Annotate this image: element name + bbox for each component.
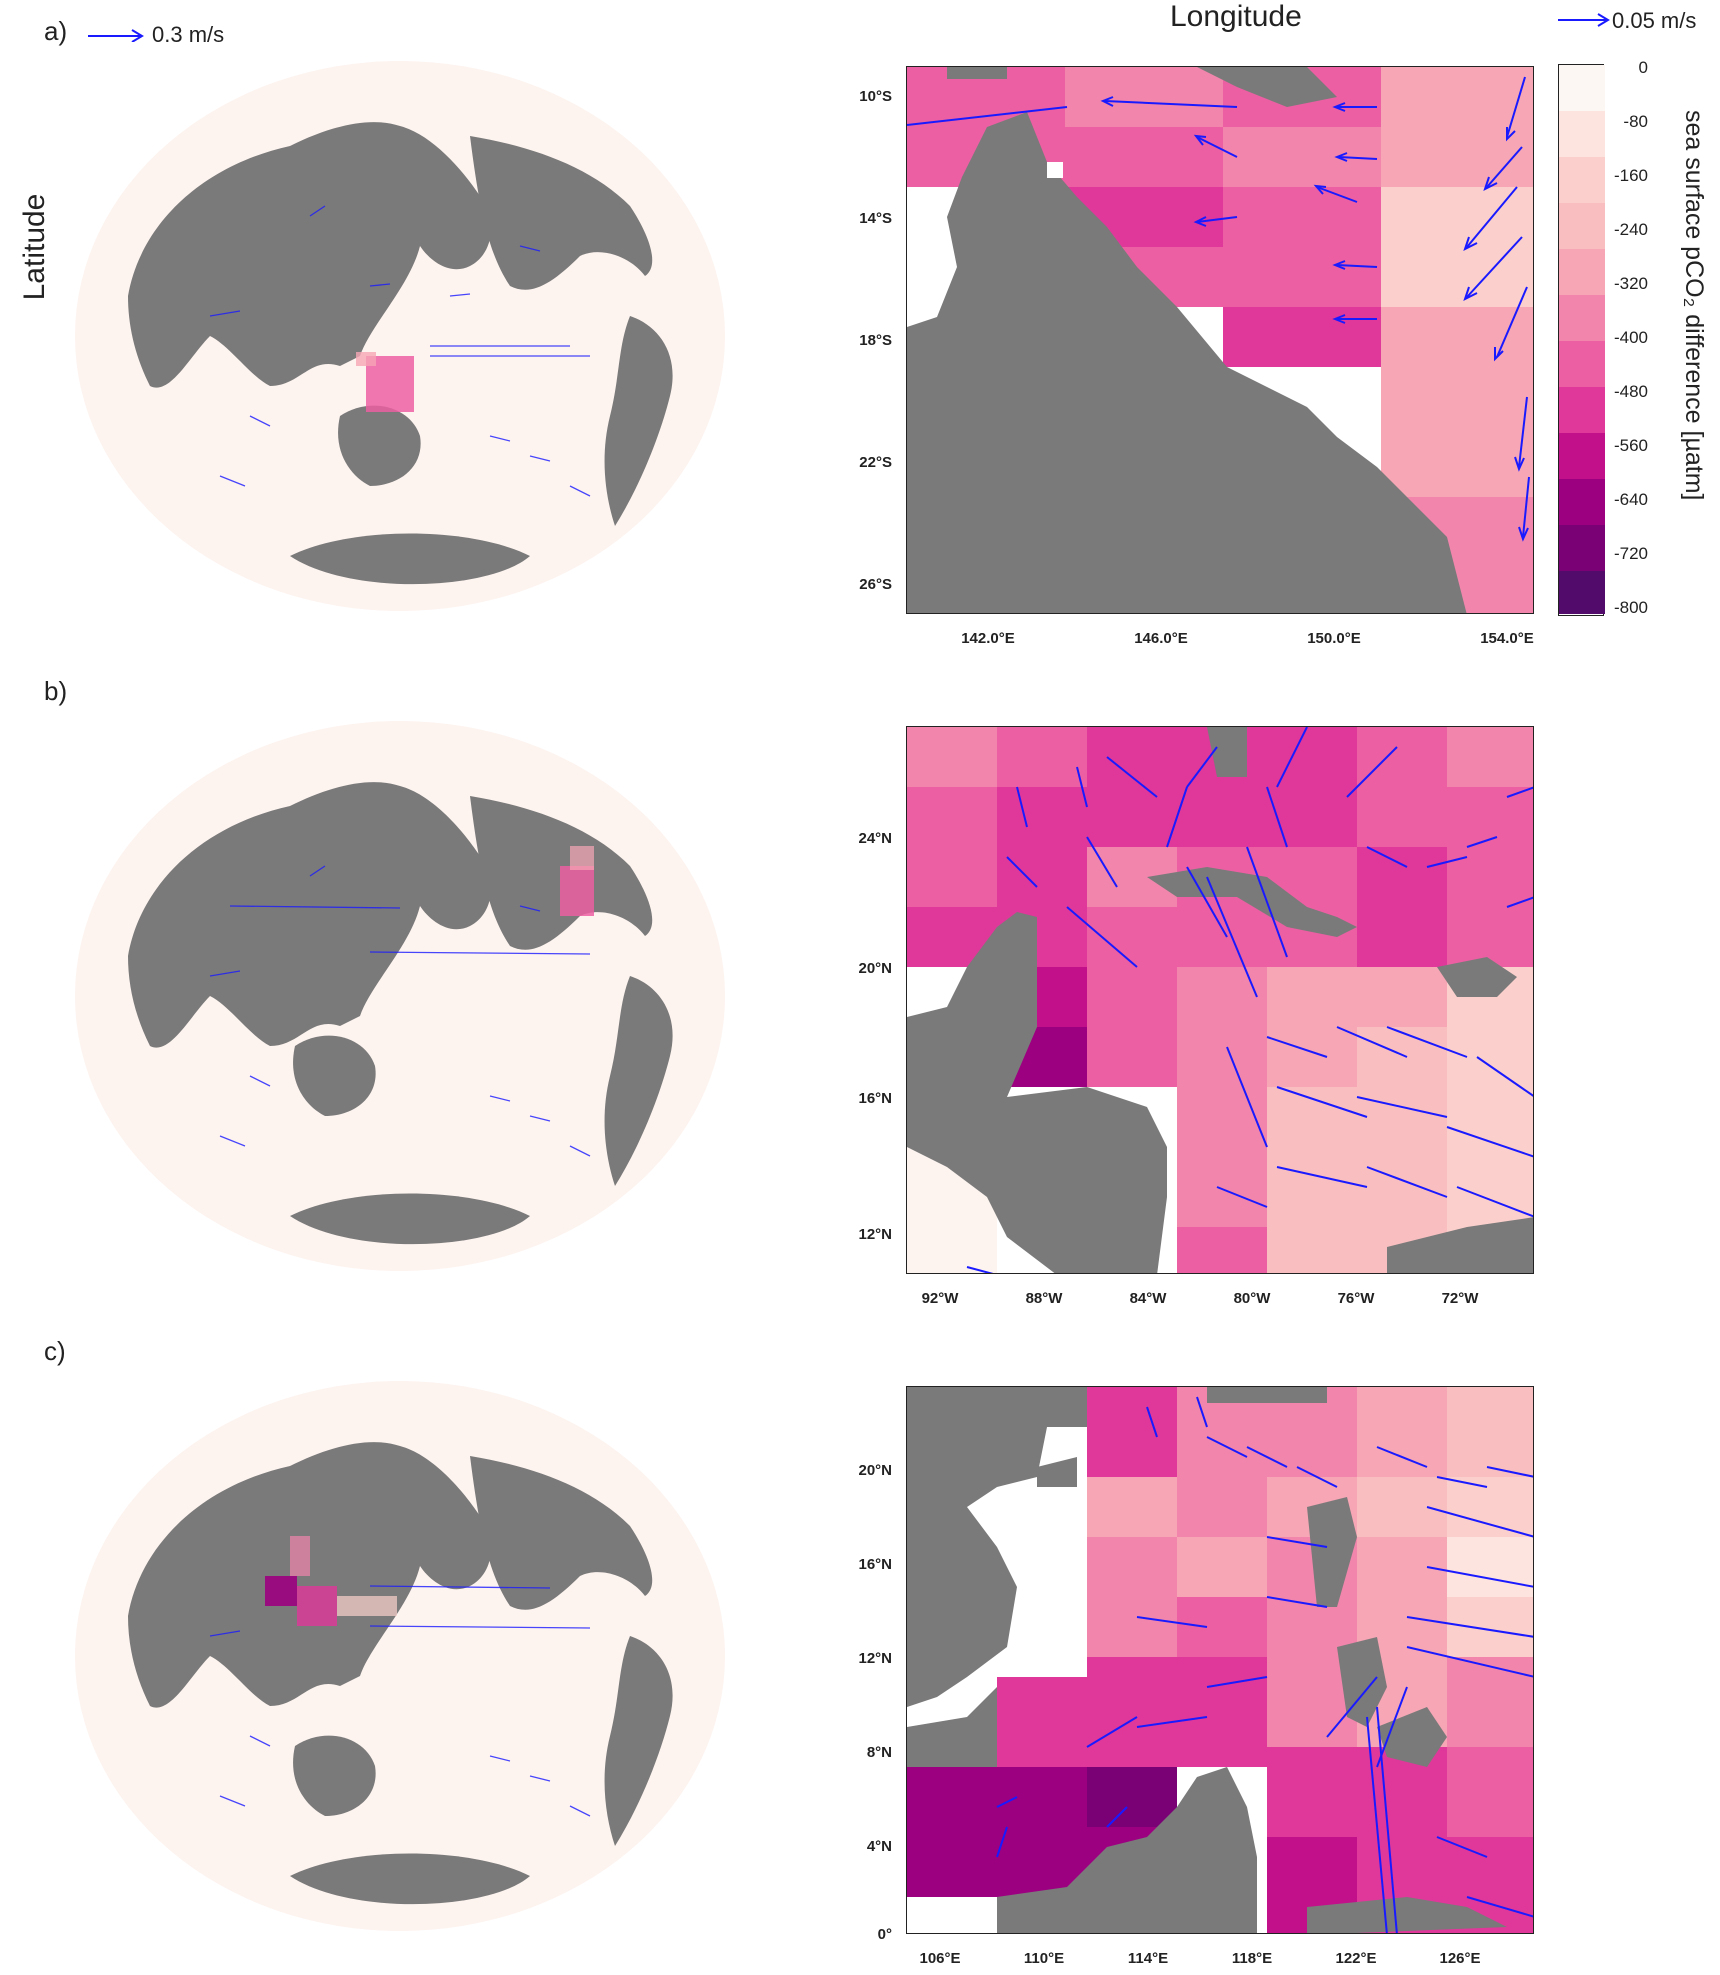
map-a-xtick: 154.0°E bbox=[1480, 630, 1534, 647]
map-a-ytick: 10°S bbox=[859, 88, 892, 105]
map-b-xtick: 92°W bbox=[921, 1290, 959, 1307]
map-b-xtick: 76°W bbox=[1337, 1290, 1375, 1307]
colorbar-label: -480 bbox=[1613, 382, 1648, 401]
panel-label-c: c) bbox=[44, 1336, 66, 1366]
colorbar-label: 0 bbox=[1638, 58, 1648, 77]
regional-ref-vector-label: 0.05 m/s bbox=[1612, 8, 1697, 33]
map-b-xtick: 84°W bbox=[1129, 1290, 1167, 1307]
map-c-xtick: 106°E bbox=[919, 1950, 961, 1967]
colorbar-label: -640 bbox=[1613, 490, 1648, 509]
global-ref-vector-arrow bbox=[88, 29, 144, 42]
map-c-ytick: 12°N bbox=[858, 1650, 892, 1667]
map-c-xtick: 114°E bbox=[1127, 1950, 1169, 1967]
map-b-xtick: 80°W bbox=[1233, 1290, 1271, 1307]
map-a-xtick: 146.0°E bbox=[1134, 630, 1188, 647]
map-c-ytick: 8°N bbox=[866, 1744, 892, 1761]
map-c-xtick: 122°E bbox=[1335, 1950, 1377, 1967]
globe-c bbox=[75, 1381, 725, 1931]
colorbar-label: -240 bbox=[1613, 220, 1648, 239]
colorbar bbox=[1558, 64, 1605, 616]
map-a-ytick: 18°S bbox=[859, 332, 892, 349]
regional-ref-vector-arrow bbox=[1558, 13, 1610, 27]
map-c-ytick: 16°N bbox=[858, 1556, 892, 1573]
map-a-xtick: 150.0°E bbox=[1307, 630, 1361, 647]
colorbar-cell bbox=[1559, 111, 1605, 157]
map-b-ytick: 16°N bbox=[858, 1090, 892, 1107]
colorbar-cell bbox=[1559, 203, 1605, 249]
map-c-xtick: 110°E bbox=[1023, 1950, 1065, 1967]
map-a-ytick: 14°S bbox=[859, 210, 892, 227]
map-c-ytick: 20°N bbox=[858, 1462, 892, 1479]
colorbar-cell bbox=[1559, 65, 1605, 111]
panel-label-a: a) bbox=[44, 16, 68, 46]
map-a-ytick: 22°S bbox=[859, 454, 892, 471]
regional-map-c bbox=[906, 1386, 1534, 1934]
map-b-ytick: 12°N bbox=[858, 1226, 892, 1243]
map-c-ytick: 4°N bbox=[866, 1838, 892, 1855]
regional-map-b bbox=[906, 726, 1534, 1274]
colorbar-cell bbox=[1559, 525, 1605, 571]
colorbar-cell bbox=[1559, 157, 1605, 203]
panel-label-b: b) bbox=[44, 676, 68, 706]
map-b-ytick: 20°N bbox=[858, 960, 892, 977]
colorbar-label: -80 bbox=[1623, 112, 1648, 131]
map-b-xtick: 88°W bbox=[1025, 1290, 1063, 1307]
colorbar-label: -160 bbox=[1613, 166, 1648, 185]
colorbar-label: -720 bbox=[1613, 544, 1648, 563]
colorbar-label: -320 bbox=[1613, 274, 1648, 293]
map-c-xtick: 118°E bbox=[1231, 1950, 1273, 1967]
map-a-ytick: 26°S bbox=[859, 576, 892, 593]
colorbar-cell bbox=[1559, 341, 1605, 387]
global-ref-vector-label: 0.3 m/s bbox=[152, 22, 225, 47]
colorbar-title: sea surface pCO₂ difference [µatm] bbox=[1680, 110, 1708, 501]
colorbar-cell bbox=[1559, 249, 1605, 295]
map-a-xtick: 142.0°E bbox=[961, 630, 1015, 647]
colorbar-label: -400 bbox=[1613, 328, 1648, 347]
map-b-ytick: 24°N bbox=[858, 830, 892, 847]
globe-b bbox=[75, 721, 725, 1271]
colorbar-label: -560 bbox=[1613, 436, 1648, 455]
colorbar-cell bbox=[1559, 479, 1605, 525]
y-axis-title: Latitude bbox=[18, 193, 51, 301]
colorbar-cell bbox=[1559, 387, 1605, 433]
colorbar-cell bbox=[1559, 295, 1605, 341]
map-c-xtick: 126°E bbox=[1439, 1950, 1481, 1967]
colorbar-label: -800 bbox=[1613, 598, 1648, 617]
globe-a bbox=[75, 61, 725, 611]
colorbar-cell bbox=[1559, 433, 1605, 479]
x-axis-title: Longitude bbox=[1170, 0, 1302, 33]
regional-map-a bbox=[906, 66, 1534, 614]
colorbar-cell bbox=[1559, 571, 1605, 614]
map-c-ytick: 0° bbox=[877, 1926, 892, 1943]
map-b-xtick: 72°W bbox=[1441, 1290, 1479, 1307]
